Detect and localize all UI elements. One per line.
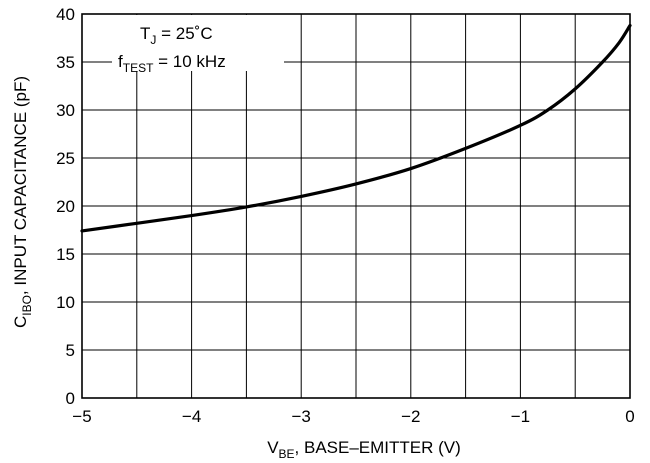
x-tick-label: 0 [625, 407, 634, 426]
x-axis-label: VBE, BASE–EMITTER (V) [267, 438, 461, 461]
annotation-background [112, 15, 284, 71]
y-tick-label: 20 [56, 197, 75, 216]
y-axis-label: CIBO, INPUT CAPACITANCE (pF) [11, 76, 34, 328]
junction-temperature-note: TJ = 25˚C [140, 24, 213, 47]
y-tick-label: 15 [56, 245, 75, 264]
y-axis-label-rest: , INPUT CAPACITANCE (pF) [11, 76, 30, 295]
grid [81, 13, 631, 399]
y-axis-label-main: C [11, 316, 30, 328]
x-axis-label-sub: BE [279, 447, 295, 461]
y-tick-labels: 0 5 10 15 20 25 30 35 40 [56, 5, 75, 408]
x-tick-labels: −5 −4 −3 −2 −1 0 [72, 407, 634, 426]
capacitance-curve [80, 23, 632, 233]
x-axis-label-main: V [267, 438, 279, 457]
y-tick-label: 5 [66, 341, 75, 360]
conditions-annotation: TJ = 25˚C fTEST = 10 kHz [112, 15, 284, 75]
y-tick-label: 40 [56, 5, 75, 24]
y-tick-label: 10 [56, 293, 75, 312]
x-tick-label: −5 [72, 407, 91, 426]
y-tick-label: 25 [56, 149, 75, 168]
plot-frame [81, 13, 631, 399]
y-tick-label: 30 [56, 101, 75, 120]
x-tick-label: −1 [511, 407, 530, 426]
x-tick-label: −3 [292, 407, 311, 426]
x-axis-label-rest: , BASE–EMITTER (V) [295, 438, 461, 457]
y-axis-label-sub: IBO [20, 295, 34, 316]
x-tick-label: −4 [182, 407, 201, 426]
x-tick-label: −2 [401, 407, 420, 426]
y-tick-label: 0 [66, 389, 75, 408]
test-frequency-note: fTEST = 10 kHz [118, 52, 226, 75]
y-tick-label: 35 [56, 53, 75, 72]
